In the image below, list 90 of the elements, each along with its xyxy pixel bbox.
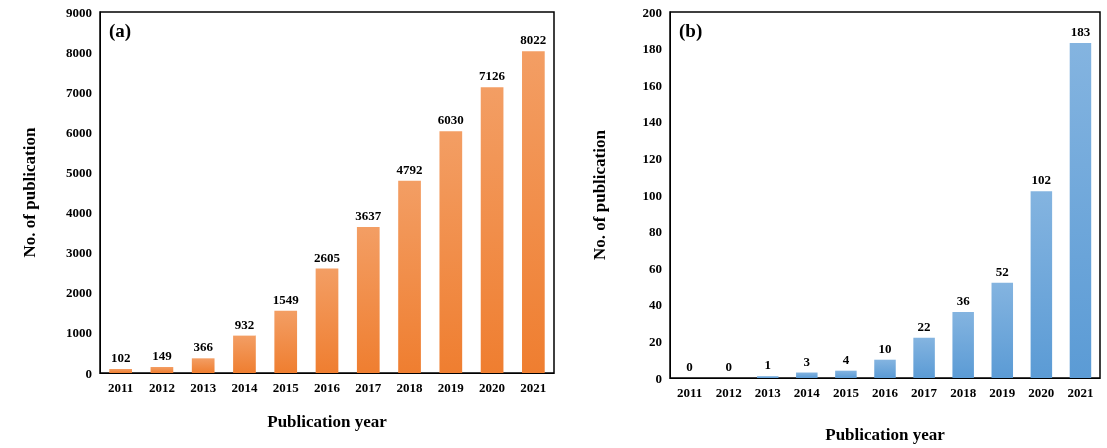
y-tick-label: 160 xyxy=(642,77,662,93)
y-tick-label: 60 xyxy=(649,260,662,276)
chart-title: (b) xyxy=(679,20,703,42)
bar xyxy=(274,310,298,373)
bar xyxy=(191,358,215,373)
x-tick-label: 2019 xyxy=(437,380,465,395)
x-tick-label: 2014 xyxy=(231,380,258,395)
y-tick-label: 0 xyxy=(655,370,662,386)
chart-title: (a) xyxy=(109,20,132,42)
x-tick-label: 2017 xyxy=(355,380,382,395)
bar xyxy=(796,372,818,378)
bar xyxy=(913,337,935,378)
bar xyxy=(874,359,896,378)
y-tick-label: 2000 xyxy=(66,285,92,301)
bar xyxy=(233,335,256,373)
data-label: 6030 xyxy=(437,112,464,128)
data-label: 7126 xyxy=(479,68,506,84)
bar xyxy=(109,368,132,373)
bar xyxy=(398,180,421,373)
bar xyxy=(315,268,339,373)
x-tick-label: 2020 xyxy=(1028,385,1055,400)
y-tick-label: 8000 xyxy=(66,44,92,60)
data-label: 149 xyxy=(152,348,173,364)
bar xyxy=(480,87,504,373)
y-tick-label: 120 xyxy=(642,150,662,166)
data-label: 932 xyxy=(234,316,255,332)
x-tick-label: 2013 xyxy=(190,380,217,395)
y-tick-label: 5000 xyxy=(66,164,92,180)
data-label: 366 xyxy=(193,339,214,355)
y-axis-title: No. of publication xyxy=(20,127,39,258)
x-tick-label: 2016 xyxy=(314,380,341,395)
y-tick-label: 20 xyxy=(649,333,662,349)
bar xyxy=(1030,191,1053,378)
y-tick-label: 3000 xyxy=(66,245,92,261)
x-tick-label: 2021 xyxy=(520,380,547,395)
data-label: 22 xyxy=(917,318,931,334)
data-label: 102 xyxy=(110,349,131,365)
x-tick-label: 2011 xyxy=(676,385,703,400)
bar xyxy=(835,370,857,378)
bar xyxy=(356,227,380,373)
bar xyxy=(991,282,1014,378)
bar xyxy=(439,131,463,373)
y-tick-label: 7000 xyxy=(66,84,92,100)
data-label: 4792 xyxy=(396,161,423,177)
y-tick-label: 1000 xyxy=(66,325,92,341)
data-label: 0 xyxy=(725,359,732,374)
data-label: 0 xyxy=(686,359,693,374)
x-tick-label: 2011 xyxy=(107,380,134,395)
x-tick-label: 2016 xyxy=(872,385,899,400)
bar xyxy=(1069,43,1092,378)
x-tick-label: 2018 xyxy=(950,385,977,400)
data-label: 102 xyxy=(1031,172,1052,188)
x-tick-label: 2012 xyxy=(715,385,742,400)
x-tick-label: 2017 xyxy=(911,385,938,400)
data-label: 1549 xyxy=(272,291,300,307)
x-tick-label: 2012 xyxy=(148,380,175,395)
data-label: 1 xyxy=(764,357,771,373)
data-label: 52 xyxy=(995,263,1009,279)
x-tick-label: 2015 xyxy=(832,385,860,400)
data-label: 36 xyxy=(956,293,971,309)
x-tick-label: 2015 xyxy=(272,380,300,395)
data-label: 8022 xyxy=(520,32,547,48)
bar xyxy=(952,312,974,378)
y-tick-label: 0 xyxy=(85,365,92,381)
y-axis-title: No. of publication xyxy=(590,129,609,260)
data-label: 3 xyxy=(803,353,811,369)
x-axis-title: Publication year xyxy=(267,412,388,431)
y-tick-label: 200 xyxy=(642,4,662,20)
y-tick-label: 4000 xyxy=(66,205,92,221)
x-tick-label: 2014 xyxy=(793,385,821,400)
x-tick-label: 2019 xyxy=(989,385,1016,400)
y-tick-label: 9000 xyxy=(66,4,92,20)
data-label: 183 xyxy=(1070,24,1091,40)
x-tick-label: 2020 xyxy=(479,380,506,395)
data-label: 3637 xyxy=(355,208,382,224)
y-tick-label: 6000 xyxy=(66,124,92,140)
data-label: 10 xyxy=(878,340,892,356)
y-tick-label: 40 xyxy=(649,297,662,313)
bar xyxy=(522,51,545,373)
x-axis-title: Publication year xyxy=(825,425,946,444)
y-tick-label: 140 xyxy=(642,114,662,130)
data-label: 4 xyxy=(842,351,850,367)
y-tick-label: 100 xyxy=(642,187,662,203)
data-label: 2605 xyxy=(314,249,341,265)
x-tick-label: 2021 xyxy=(1067,385,1094,400)
y-tick-label: 80 xyxy=(649,224,662,240)
x-tick-label: 2018 xyxy=(396,380,424,395)
bar xyxy=(150,367,174,373)
y-tick-label: 180 xyxy=(642,41,662,57)
x-tick-label: 2013 xyxy=(754,385,782,400)
